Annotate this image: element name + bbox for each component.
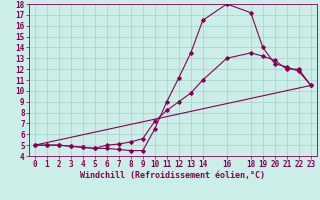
X-axis label: Windchill (Refroidissement éolien,°C): Windchill (Refroidissement éolien,°C) <box>80 171 265 180</box>
